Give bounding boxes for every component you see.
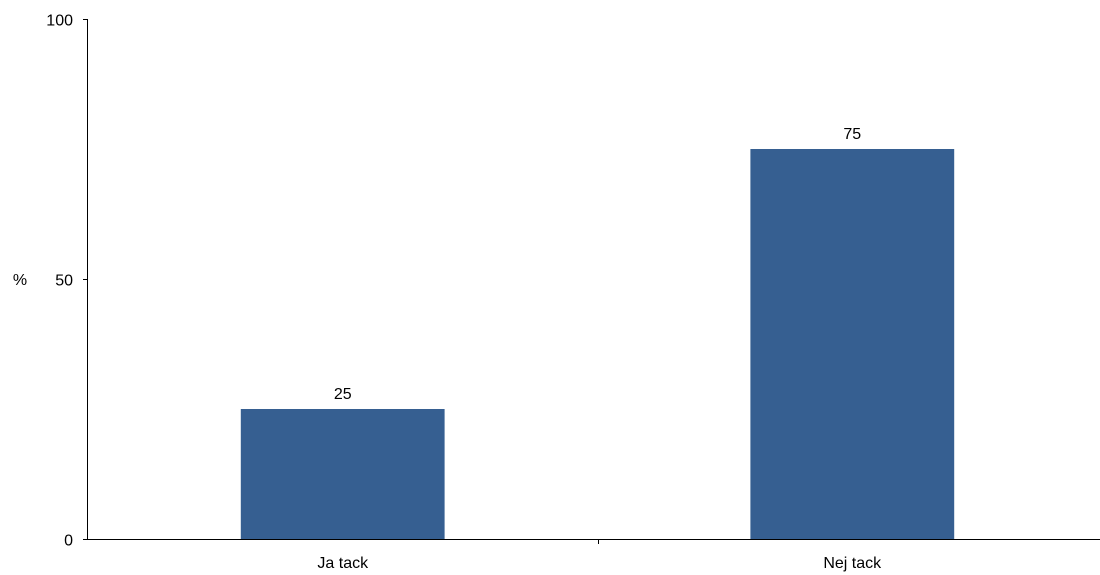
x-tick-label: Nej tack	[823, 555, 882, 572]
bar	[750, 149, 955, 539]
data-label: 75	[843, 126, 861, 143]
y-tick-label: 50	[55, 273, 73, 290]
bar	[240, 409, 445, 539]
y-tick-label: 0	[64, 533, 73, 550]
y-tick-label: 100	[46, 13, 73, 30]
data-label: 25	[334, 386, 352, 403]
y-axis-ticks: 0 50 100	[46, 13, 88, 550]
x-axis-ticks: Ja tack Nej tack	[317, 539, 882, 572]
bars: 25 75	[240, 126, 955, 539]
x-tick-label: Ja tack	[317, 555, 369, 572]
y-axis-label: %	[13, 272, 27, 289]
